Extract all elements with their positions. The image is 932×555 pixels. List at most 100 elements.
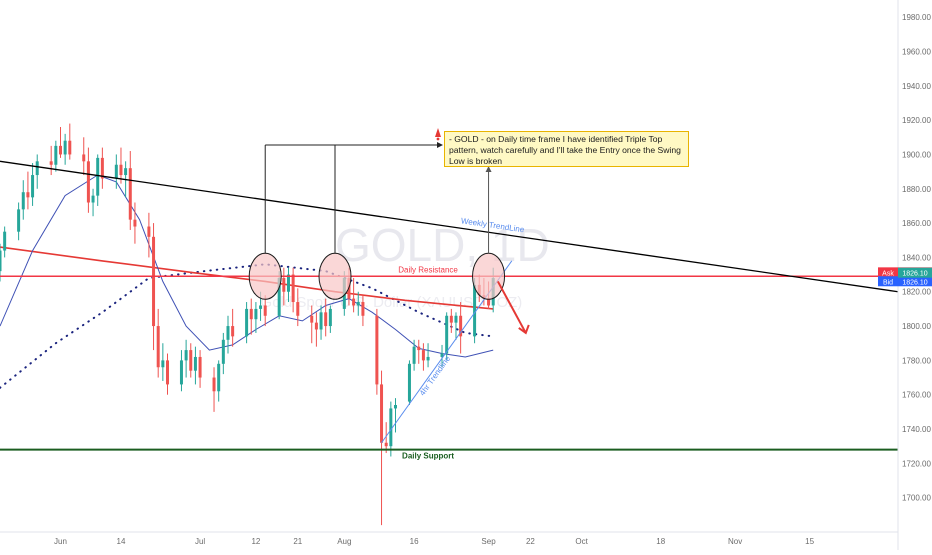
- candle-body: [389, 408, 393, 447]
- candle-body: [21, 192, 25, 210]
- x-tick-label: Aug: [337, 537, 351, 546]
- candle-body: [156, 326, 160, 368]
- bid-tag-bg: [878, 276, 898, 287]
- y-tick-label: 1800.00: [902, 322, 931, 331]
- daily-resistance-label: Daily Resistance: [398, 265, 458, 274]
- candle-body: [231, 326, 235, 337]
- bid-price-bg: [898, 276, 932, 287]
- candle-body: [449, 315, 453, 323]
- candle-body: [63, 140, 67, 155]
- y-tick-label: 1860.00: [902, 219, 931, 228]
- bearish-arrowhead: [518, 324, 530, 335]
- watermark-symbol: GOLD, 1D: [335, 219, 550, 271]
- candle-body: [319, 312, 323, 330]
- candle-body: [407, 363, 411, 402]
- candle-body: [296, 302, 300, 316]
- connector-arrowhead: [485, 166, 492, 172]
- candle-body: [68, 140, 72, 155]
- candle-body: [212, 377, 216, 392]
- candle-body: [100, 157, 104, 179]
- x-tick-label: 12: [251, 537, 260, 546]
- candle-body: [152, 236, 156, 327]
- candle-body: [198, 356, 202, 378]
- x-tick-label: 15: [805, 537, 814, 546]
- candle-body: [291, 274, 295, 303]
- triple-top-circle-1: [248, 252, 282, 300]
- candle-body: [91, 195, 95, 203]
- candle-body: [58, 145, 62, 155]
- annotation-note[interactable]: - GOLD - on Daily time frame I have iden…: [444, 131, 689, 167]
- candle-body: [426, 356, 430, 361]
- bearish-arrow: [496, 280, 527, 334]
- candle-body: [245, 308, 249, 337]
- last-price-value: 1826.10: [902, 271, 927, 278]
- candle-body: [147, 226, 151, 237]
- alert-marker-icon: [435, 128, 441, 137]
- candle-body: [384, 442, 388, 447]
- candle-body: [417, 346, 421, 351]
- x-tick-label: 18: [656, 537, 665, 546]
- candle-body: [454, 315, 458, 323]
- candle-body: [17, 209, 21, 232]
- y-tick-label: 1700.00: [902, 494, 931, 503]
- y-tick-label: 1740.00: [902, 425, 931, 434]
- candle-body: [193, 356, 197, 371]
- candle-body: [361, 302, 365, 316]
- candle-body: [184, 350, 188, 361]
- candle-body: [54, 145, 58, 165]
- candle-body: [133, 219, 137, 227]
- candle-body: [114, 164, 118, 179]
- alert-marker-dot: [436, 137, 440, 141]
- x-tick-label: Oct: [575, 537, 588, 546]
- candle-body: [161, 360, 165, 368]
- candle-body: [179, 360, 183, 385]
- x-tick-label: 22: [526, 537, 535, 546]
- y-tick-label: 1820.00: [902, 288, 931, 297]
- y-tick-label: 1980.00: [902, 13, 931, 22]
- candle-body: [286, 274, 290, 292]
- candle-body: [31, 175, 35, 198]
- candle-body: [259, 305, 263, 309]
- x-tick-label: Jul: [195, 537, 205, 546]
- ask-tag-bg: [878, 267, 898, 278]
- candle-body: [440, 353, 444, 357]
- triple-top-circle-2: [318, 252, 352, 300]
- candle-body: [445, 315, 449, 354]
- x-tick-label: Jun: [54, 537, 67, 546]
- candle-body: [380, 384, 384, 443]
- x-tick-label: 14: [117, 537, 126, 546]
- candle-body: [217, 363, 221, 392]
- last-price-bg: [898, 267, 932, 278]
- candle-body: [124, 168, 128, 176]
- candle-body: [254, 308, 258, 320]
- y-tick-label: 1760.00: [902, 391, 931, 400]
- candle-body: [324, 312, 328, 327]
- candle-body: [356, 302, 360, 306]
- y-tick-label: 1780.00: [902, 356, 931, 365]
- x-tick-label: Nov: [728, 537, 742, 546]
- weekly-trendline: [0, 160, 899, 293]
- candle-body: [314, 322, 318, 330]
- daily-support-label: Daily Support: [402, 452, 454, 461]
- candle-body: [96, 157, 100, 196]
- candle-body: [26, 192, 30, 198]
- candle-body: [375, 315, 379, 385]
- y-tick-label: 1900.00: [902, 150, 931, 159]
- connector-arrowhead: [437, 142, 443, 148]
- y-tick-label: 1840.00: [902, 253, 931, 262]
- candle-body: [249, 308, 253, 320]
- candle-body: [263, 305, 267, 316]
- candle-body: [310, 315, 314, 323]
- candle-body: [189, 350, 193, 371]
- ask-tag-label: Ask: [882, 270, 894, 277]
- candle-body: [221, 339, 225, 364]
- candle-body: [166, 360, 170, 385]
- x-tick-label: Sep: [481, 537, 496, 546]
- candle-body: [119, 164, 123, 176]
- bid-price-value: 1826.10: [902, 279, 927, 286]
- candle-body: [421, 350, 425, 361]
- candle-body: [0, 250, 2, 272]
- candle-body: [128, 168, 132, 220]
